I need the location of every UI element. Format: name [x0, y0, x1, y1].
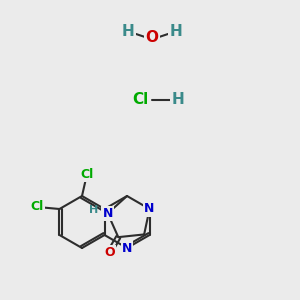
Text: N: N — [144, 202, 155, 215]
Text: N: N — [122, 242, 132, 254]
Text: N: N — [103, 207, 113, 220]
Text: H: H — [89, 206, 99, 215]
Text: Cl: Cl — [31, 200, 44, 214]
Text: H: H — [169, 25, 182, 40]
Text: H: H — [172, 92, 184, 107]
Text: Cl: Cl — [132, 92, 148, 107]
Text: Cl: Cl — [80, 167, 94, 181]
Text: O: O — [146, 31, 158, 46]
Text: O: O — [104, 246, 115, 259]
Text: H: H — [122, 25, 134, 40]
